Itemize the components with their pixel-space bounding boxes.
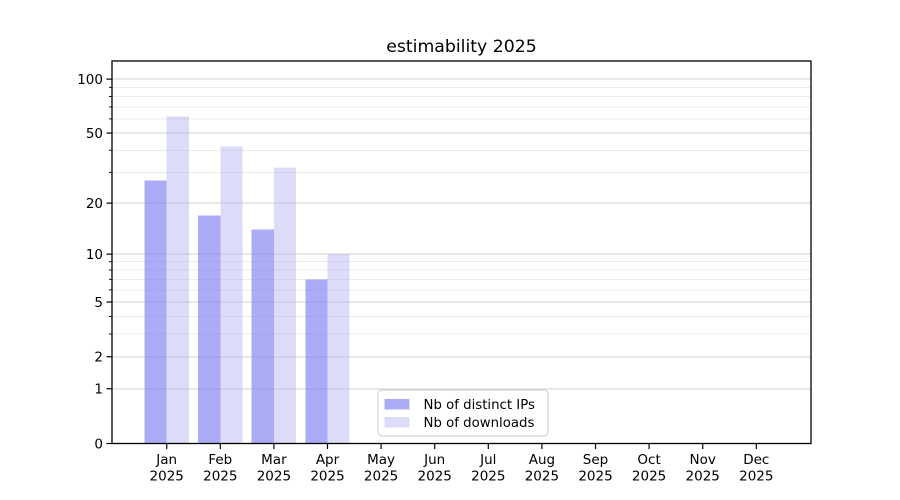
x-tick-label-dec: Dec 2025 (739, 452, 773, 485)
month-label: Jun (423, 452, 445, 468)
bar-downloads-apr (327, 254, 350, 444)
month-label: May (367, 452, 395, 468)
x-tick-label-aug: Aug 2025 (525, 452, 559, 485)
legend-label-ips: Nb of distinct IPs (424, 398, 536, 413)
month-label: Apr (316, 452, 340, 468)
x-tick-label-sep: Sep 2025 (578, 452, 612, 485)
y-tick-label: 0 (94, 436, 103, 452)
x-tick-label-jun: Jun 2025 (418, 452, 452, 485)
y-tick-label: 5 (94, 295, 103, 311)
month-label: Dec (743, 452, 769, 468)
y-tick-label: 100 (77, 72, 103, 88)
year-label: 2025 (739, 469, 773, 485)
legend: Nb of distinct IPs Nb of downloads (377, 389, 549, 437)
x-tick-label-jan: Jan 2025 (150, 452, 184, 485)
year-label: 2025 (686, 469, 720, 485)
y-tick-label: 50 (86, 126, 103, 142)
y-tick-label: 20 (86, 196, 103, 212)
x-tick-label-may: May 2025 (364, 452, 398, 485)
month-label: Aug (529, 452, 555, 468)
legend-swatch-downloads (384, 417, 410, 428)
y-tick-label: 10 (86, 247, 103, 263)
month-label: Nov (690, 452, 716, 468)
year-label: 2025 (310, 469, 344, 485)
year-label: 2025 (418, 469, 452, 485)
month-label: Mar (261, 452, 287, 468)
month-label: Jul (479, 452, 496, 468)
bar-ips-mar (251, 229, 274, 444)
bar-downloads-mar (273, 167, 297, 444)
year-label: 2025 (525, 469, 559, 485)
y-tick-label: 1 (94, 382, 103, 398)
x-tick-label-oct: Oct 2025 (632, 452, 666, 485)
bar-downloads-jan (166, 116, 189, 444)
year-label: 2025 (203, 469, 237, 485)
year-label: 2025 (150, 469, 184, 485)
bar-ips-feb (198, 215, 221, 444)
x-tick-label-feb: Feb 2025 (203, 452, 237, 485)
x-tick-label-nov: Nov 2025 (686, 452, 720, 485)
x-tick-label-apr: Apr 2025 (310, 452, 344, 485)
bar-downloads-feb (220, 146, 243, 444)
legend-label-downloads: Nb of downloads (424, 416, 535, 431)
chart-title: estimability 2025 (386, 37, 537, 57)
bar-ips-jan (144, 180, 167, 444)
x-tick-label-mar: Mar 2025 (257, 452, 291, 485)
year-label: 2025 (364, 469, 398, 485)
month-label: Oct (637, 452, 660, 468)
year-label: 2025 (257, 469, 291, 485)
year-label: 2025 (578, 469, 612, 485)
legend-swatch-ips (384, 399, 410, 410)
bar-ips-apr (305, 279, 328, 444)
y-tick-label: 2 (94, 350, 103, 366)
month-label: Jan (155, 452, 177, 468)
plot-frame (111, 60, 812, 445)
legend-box (377, 389, 549, 437)
x-tick-label-jul: Jul 2025 (471, 452, 505, 485)
year-label: 2025 (632, 469, 666, 485)
month-label: Feb (208, 452, 232, 468)
year-label: 2025 (471, 469, 505, 485)
month-label: Sep (583, 452, 608, 468)
